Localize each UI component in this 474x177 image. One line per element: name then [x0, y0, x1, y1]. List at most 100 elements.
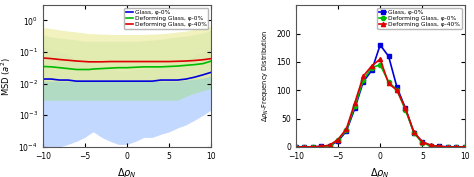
Glass, φ-0%: [91, 80, 96, 82]
Deforming Glass, φ-0%: [48, 66, 54, 68]
Glass, φ-0%: [48, 78, 54, 80]
Deforming Glass, φ-0%: [344, 129, 349, 131]
Deforming Glass, φ-40%: [91, 61, 96, 63]
Line: Deforming Glass, φ-40%: Deforming Glass, φ-40%: [294, 57, 466, 149]
Deforming Glass, φ-40%: [116, 61, 121, 63]
Deforming Glass, φ-0%: [394, 89, 400, 91]
Deforming Glass, φ-0%: [445, 146, 450, 148]
Glass, φ-0%: [301, 146, 307, 148]
Glass, φ-0%: [200, 74, 206, 76]
Deforming Glass, φ-40%: [344, 128, 349, 130]
Glass, φ-0%: [99, 80, 105, 82]
Glass, φ-0%: [377, 44, 383, 46]
Glass, φ-0%: [445, 146, 450, 148]
Deforming Glass, φ-40%: [133, 61, 138, 63]
Line: Deforming Glass, φ-40%: Deforming Glass, φ-40%: [43, 58, 211, 62]
Deforming Glass, φ-0%: [175, 65, 181, 67]
Deforming Glass, φ-40%: [149, 61, 155, 63]
Deforming Glass, φ-40%: [335, 138, 341, 141]
Deforming Glass, φ-0%: [352, 105, 358, 107]
Deforming Glass, φ-0%: [183, 64, 189, 66]
Deforming Glass, φ-40%: [293, 146, 299, 148]
Legend: Glass, φ-0%, Deforming Glass, φ-0%, Deforming Glass, φ-40%: Glass, φ-0%, Deforming Glass, φ-0%, Defo…: [124, 8, 209, 29]
Deforming Glass, φ-0%: [402, 109, 408, 111]
Deforming Glass, φ-40%: [107, 61, 113, 63]
Glass, φ-0%: [318, 145, 324, 147]
Deforming Glass, φ-40%: [48, 58, 54, 60]
Deforming Glass, φ-0%: [335, 139, 341, 141]
Glass, φ-0%: [411, 132, 417, 134]
Deforming Glass, φ-0%: [386, 81, 392, 83]
Glass, φ-0%: [419, 141, 425, 143]
Deforming Glass, φ-40%: [40, 57, 46, 59]
Deforming Glass, φ-0%: [86, 68, 92, 71]
Deforming Glass, φ-40%: [183, 60, 189, 62]
Deforming Glass, φ-40%: [352, 102, 358, 104]
Deforming Glass, φ-0%: [116, 67, 121, 69]
Deforming Glass, φ-40%: [141, 61, 147, 63]
Line: Deforming Glass, φ-0%: Deforming Glass, φ-0%: [294, 63, 466, 149]
Deforming Glass, φ-0%: [301, 146, 307, 148]
Deforming Glass, φ-0%: [462, 146, 467, 148]
Deforming Glass, φ-0%: [166, 65, 172, 67]
Glass, φ-0%: [40, 78, 46, 80]
Deforming Glass, φ-0%: [40, 65, 46, 67]
Deforming Glass, φ-40%: [73, 60, 79, 62]
Deforming Glass, φ-0%: [99, 67, 105, 70]
Glass, φ-0%: [141, 80, 147, 82]
Deforming Glass, φ-40%: [437, 145, 442, 147]
Deforming Glass, φ-40%: [453, 146, 459, 148]
Deforming Glass, φ-0%: [293, 146, 299, 148]
Deforming Glass, φ-0%: [437, 146, 442, 148]
Glass, φ-0%: [191, 76, 197, 78]
Deforming Glass, φ-0%: [428, 145, 434, 147]
Glass, φ-0%: [107, 80, 113, 82]
Line: Glass, φ-0%: Glass, φ-0%: [294, 43, 466, 149]
Deforming Glass, φ-0%: [149, 66, 155, 68]
Glass, φ-0%: [166, 79, 172, 81]
Deforming Glass, φ-40%: [445, 146, 450, 148]
Deforming Glass, φ-40%: [419, 141, 425, 143]
Glass, φ-0%: [352, 107, 358, 109]
Glass, φ-0%: [158, 79, 164, 81]
Glass, φ-0%: [116, 80, 121, 82]
Deforming Glass, φ-0%: [73, 68, 79, 71]
Deforming Glass, φ-0%: [310, 146, 316, 148]
Deforming Glass, φ-40%: [377, 58, 383, 60]
Deforming Glass, φ-40%: [428, 144, 434, 146]
Deforming Glass, φ-40%: [191, 59, 197, 62]
Deforming Glass, φ-0%: [453, 146, 459, 148]
Deforming Glass, φ-40%: [158, 61, 164, 63]
Deforming Glass, φ-40%: [86, 61, 92, 63]
Deforming Glass, φ-0%: [419, 142, 425, 144]
Glass, φ-0%: [428, 145, 434, 147]
Legend: Glass, φ-0%, Deforming Glass, φ-0%, Deforming Glass, φ-40%: Glass, φ-0%, Deforming Glass, φ-0%, Defo…: [377, 8, 462, 29]
Deforming Glass, φ-0%: [133, 66, 138, 68]
Deforming Glass, φ-0%: [91, 68, 96, 70]
Deforming Glass, φ-0%: [318, 146, 324, 148]
Glass, φ-0%: [360, 81, 366, 83]
Deforming Glass, φ-0%: [141, 66, 147, 68]
Glass, φ-0%: [73, 80, 79, 82]
Deforming Glass, φ-40%: [65, 59, 71, 61]
Glass, φ-0%: [183, 78, 189, 80]
Glass, φ-0%: [310, 146, 316, 148]
Deforming Glass, φ-40%: [166, 61, 172, 63]
Deforming Glass, φ-0%: [82, 68, 88, 71]
Deforming Glass, φ-40%: [327, 144, 332, 146]
Deforming Glass, φ-40%: [360, 75, 366, 77]
Deforming Glass, φ-0%: [107, 67, 113, 69]
Deforming Glass, φ-0%: [360, 79, 366, 81]
Glass, φ-0%: [57, 79, 63, 81]
Deforming Glass, φ-40%: [318, 145, 324, 147]
Glass, φ-0%: [402, 107, 408, 109]
X-axis label: $\Delta\rho_N$: $\Delta\rho_N$: [117, 166, 137, 177]
Deforming Glass, φ-40%: [402, 107, 408, 109]
Glass, φ-0%: [327, 145, 332, 147]
Deforming Glass, φ-40%: [209, 58, 214, 60]
Deforming Glass, φ-40%: [82, 61, 88, 63]
Glass, φ-0%: [65, 79, 71, 81]
Glass, φ-0%: [133, 80, 138, 82]
Deforming Glass, φ-40%: [411, 131, 417, 133]
Deforming Glass, φ-0%: [200, 62, 206, 65]
